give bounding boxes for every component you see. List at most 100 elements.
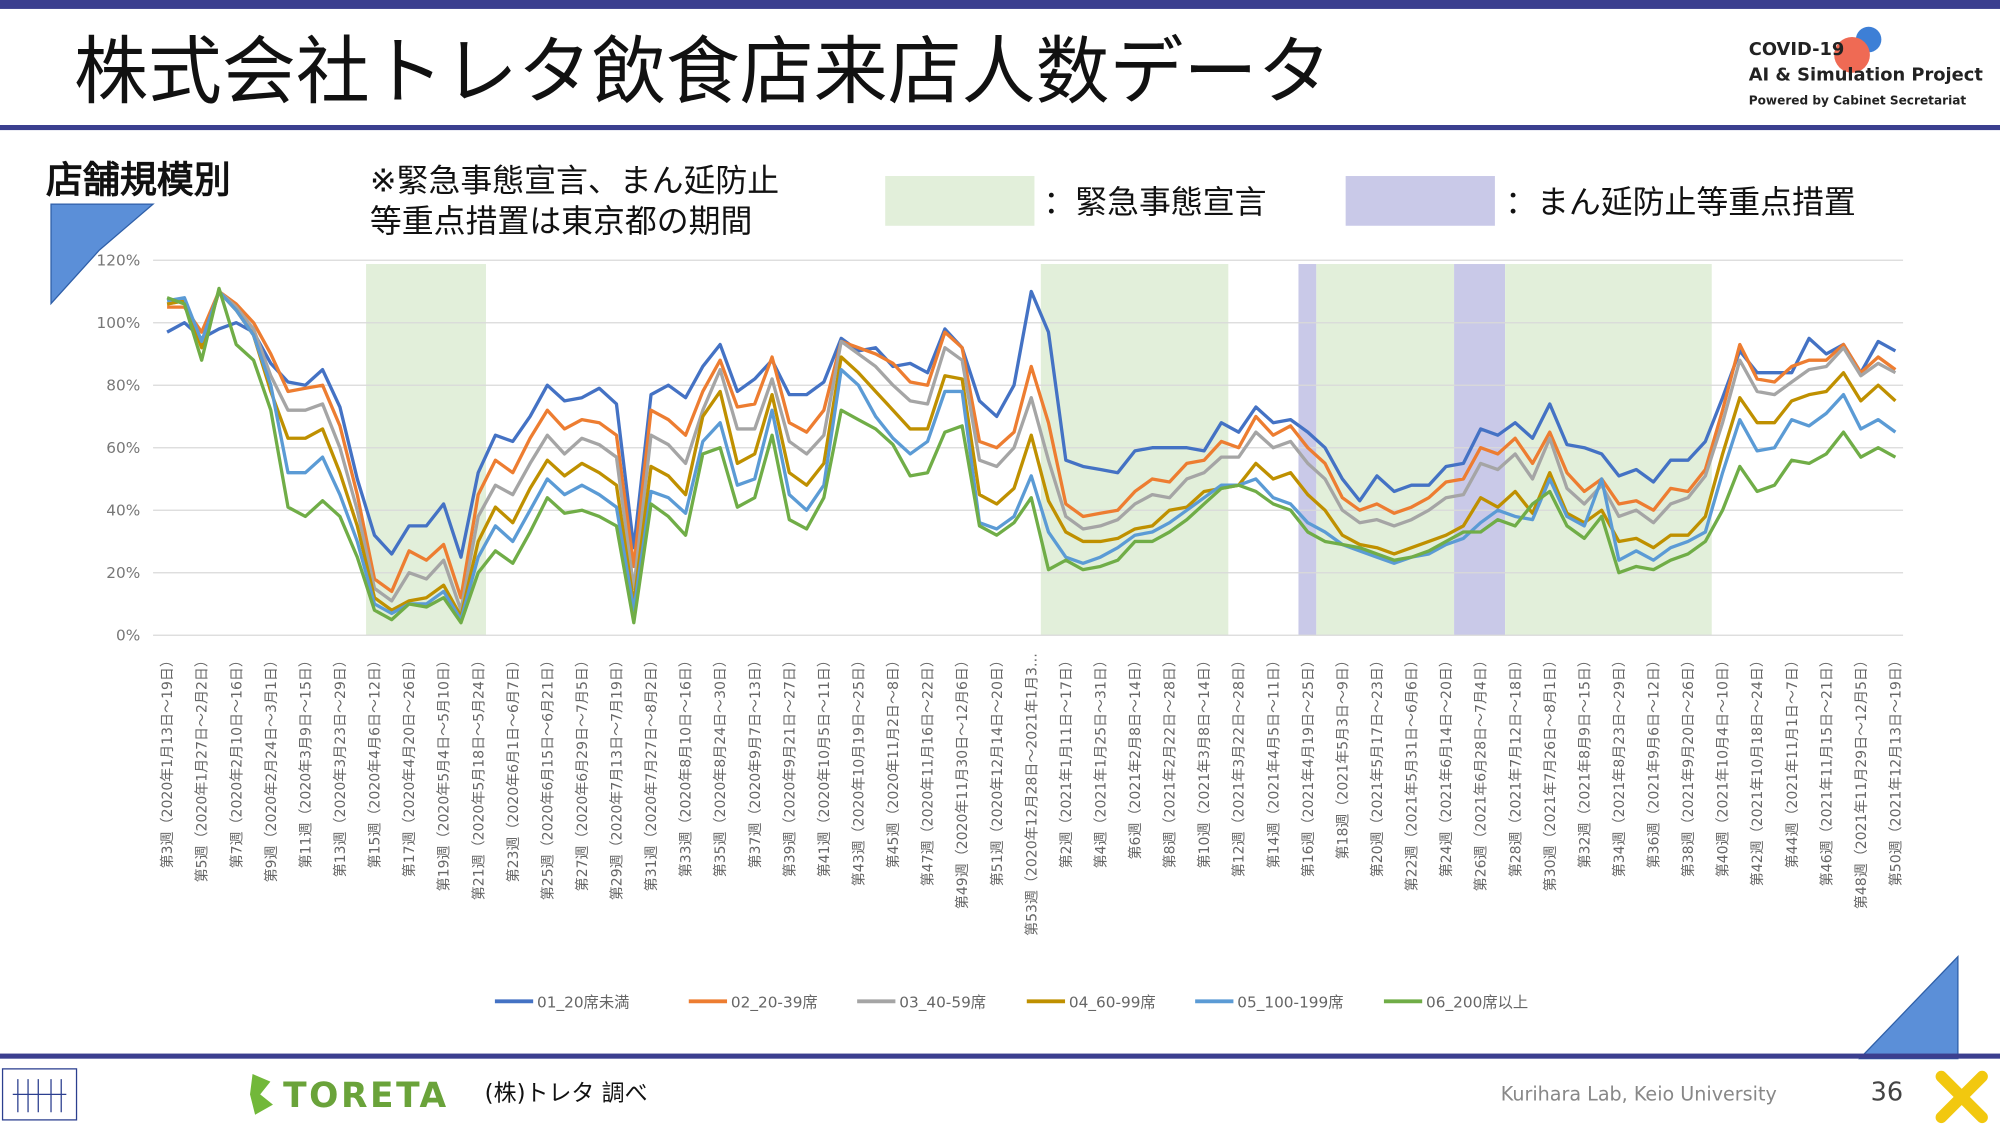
x-tick-label: 第22週（2021年5月31日～6月6日） — [1404, 653, 1421, 891]
x-tick-label: 第24週（2021年6月14日～20日） — [1438, 653, 1455, 877]
x-tick-label: 第46週（2021年11月15日～21日） — [1818, 653, 1835, 886]
band-legend: ：まん延防止等重点措置 — [1505, 183, 1856, 221]
x-tick-label: 第21週（2020年5月18日～5月24日） — [470, 653, 487, 900]
top-bar — [0, 0, 2000, 9]
logo-text: COVID-19 — [1749, 39, 1845, 60]
series-line — [166, 289, 1897, 622]
band-swatch — [1345, 176, 1495, 226]
note: 等重点措置は東京都の期間 — [370, 202, 753, 240]
x-tick-label: 第34週（2021年8月23日～29日） — [1611, 653, 1628, 877]
series-line — [166, 289, 1897, 559]
page-number: 36 — [1871, 1078, 1903, 1108]
x-tick-label: 第4週（2021年1月25日～31日） — [1092, 653, 1109, 868]
y-tick-label: 80% — [106, 376, 140, 394]
x-tick-label: 第7週（2020年2月10日～16日） — [228, 653, 245, 868]
x-tick-label: 第53週（2020年12月28日～2021年1月3… — [1023, 653, 1040, 936]
x-tick-label: 第43週（2020年10月19日～25日） — [851, 653, 868, 886]
x-tick-label: 第2週（2021年1月11日～17日） — [1058, 653, 1075, 868]
x-tick-label: 第36週（2021年9月6日～12日） — [1646, 653, 1663, 868]
lab-credit: Kurihara Lab, Keio University — [1501, 1083, 1777, 1106]
x-tick-label: 第38週（2021年9月20日～26日） — [1680, 653, 1697, 877]
emergency-band — [1316, 264, 1455, 636]
lab-logo — [1, 1068, 78, 1121]
x-tick-label: 第12週（2021年3月22日～28日） — [1231, 653, 1248, 877]
x-tick-label: 第30週（2021年7月26日～8月1日） — [1542, 653, 1559, 891]
x-tick-label: 第51週（2020年12月14日～20日） — [989, 653, 1006, 886]
brand: TORETA — [283, 1076, 449, 1116]
x-tick-label: 第14週（2021年4月5日～11日） — [1265, 653, 1282, 868]
legend-label: 02_20-39席 — [731, 994, 818, 1013]
logo-dot — [1834, 36, 1870, 73]
y-tick-label: 0% — [116, 626, 140, 644]
x-tick-label: 第33週（2020年8月10日～16日） — [678, 653, 695, 877]
plot: 0% 20% 40% 60% 80% 100% 120% 第3週（2020年1月13日～19日… — [97, 251, 1905, 1012]
x-tick-label: 第28週（2021年7月12日～18日） — [1507, 653, 1524, 877]
logo-text: AI & Simulation Project — [1749, 64, 1984, 85]
x-tick-label: 第41週（2020年10月5日～11日） — [816, 653, 833, 877]
x-tick-label: 第32週（2021年8月9日～15日） — [1576, 653, 1593, 868]
legend-label: 01_20席未満 — [537, 994, 629, 1013]
x-tick-label: 第47週（2020年11月16日～22日） — [920, 653, 937, 886]
legend-label: 05_100-199席 — [1237, 994, 1343, 1013]
legend-label: 03_40-59席 — [899, 994, 986, 1013]
y-tick-label: 20% — [106, 564, 140, 582]
y-tick-label: 120% — [97, 251, 141, 269]
lab-logo-lines — [12, 1079, 67, 1113]
footer-mark — [1935, 1070, 1988, 1124]
x-tick-label: 第9週（2020年2月24日～3月1日） — [263, 653, 280, 882]
x-tick-label: 第19週（2020年5月4日～5月10日） — [436, 653, 453, 891]
x-tick-label: 第27週（2020年6月29日～7月5日） — [574, 653, 591, 891]
corner-deco — [1858, 955, 1959, 1060]
x-tick-label: 第50週（2021年12月13日～19日） — [1888, 653, 1905, 886]
x-tick-label: 第39週（2020年9月21日～27日） — [781, 653, 798, 877]
toreta-icon — [250, 1073, 273, 1115]
series-line — [166, 289, 1897, 612]
slide-title: 株式会社トレタ飲食店来店人数データ — [74, 29, 1331, 115]
series-line — [166, 286, 1897, 625]
x-tick-label: 第13週（2020年3月23日～29日） — [332, 653, 349, 877]
x-tick-label: 第8週（2021年2月22日～28日） — [1162, 653, 1179, 868]
x-tick-label: 第16週（2021年4月19日～25日） — [1300, 653, 1317, 877]
source: (株)トレタ 調べ — [485, 1081, 648, 1107]
x-tick-label: 第45週（2020年11月2日～8日） — [885, 653, 902, 868]
y-tick-label: 40% — [106, 501, 140, 519]
x-tick-label: 第15週（2020年4月6日～12日） — [367, 653, 384, 868]
x-tick-label: 第31週（2020年7月27日～8月2日） — [643, 653, 660, 891]
x-tick-label: 第49週（2020年11月30日～12月6日） — [954, 653, 971, 909]
series-line — [167, 289, 1897, 600]
x-tick-label: 第11週（2020年3月9日～15日） — [297, 653, 314, 868]
x-tick-label: 第6週（2021年2月8日～14日） — [1127, 653, 1144, 859]
corner-deco — [50, 203, 155, 306]
priority-band — [1298, 264, 1317, 636]
legend-label: 04_60-99席 — [1069, 994, 1156, 1013]
y-tick-label: 100% — [97, 314, 141, 332]
x-tick-label: 第25週（2020年6月15日～6月21日） — [539, 653, 556, 900]
band-swatch — [885, 176, 1035, 226]
x-tick-label: 第44週（2021年11月1日～7日） — [1784, 653, 1801, 868]
x-tick-label: 第10週（2021年3月8日～14日） — [1196, 653, 1213, 868]
x-tick-label: 第26週（2021年6月28日～7月4日） — [1473, 653, 1490, 891]
x-tick-label: 第20週（2021年5月17日～23日） — [1369, 653, 1386, 877]
band-legend: ：緊急事態宣言 — [1043, 183, 1266, 221]
section-label: 店舗規模別 — [46, 159, 231, 202]
note: ※緊急事態宣言、まん延防止 — [370, 161, 779, 199]
x-tick-label: 第5週（2020年1月27日～2月2日） — [194, 653, 211, 882]
x-tick-label: 第3週（2020年1月13日～19日） — [159, 653, 176, 868]
x-tick-label: 第40週（2021年10月4日～10日） — [1715, 653, 1732, 877]
x-tick-label: 第17週（2020年4月20日～26日） — [401, 653, 418, 877]
y-tick-label: 60% — [106, 439, 140, 457]
x-tick-label: 第42週（2021年10月18日～24日） — [1749, 653, 1766, 886]
emergency-band — [1505, 264, 1712, 636]
x-tick-label: 第18週（2021年5月3日～9日） — [1334, 653, 1351, 859]
x-tick-label: 第48週（2021年11月29日～12月5日） — [1853, 653, 1870, 909]
title-rule — [0, 125, 2000, 131]
lab-logo-box — [1, 1068, 78, 1121]
x-tick-label: 第37週（2020年9月7日～13日） — [747, 653, 764, 868]
logo-text: Powered by Cabinet Secretariat — [1749, 94, 1967, 108]
footer-rule — [0, 1053, 2000, 1059]
x-tick-label: 第23週（2020年6月1日～6月7日） — [505, 653, 522, 882]
legend-label: 06_200席以上 — [1426, 994, 1528, 1013]
series-line — [166, 289, 1897, 619]
